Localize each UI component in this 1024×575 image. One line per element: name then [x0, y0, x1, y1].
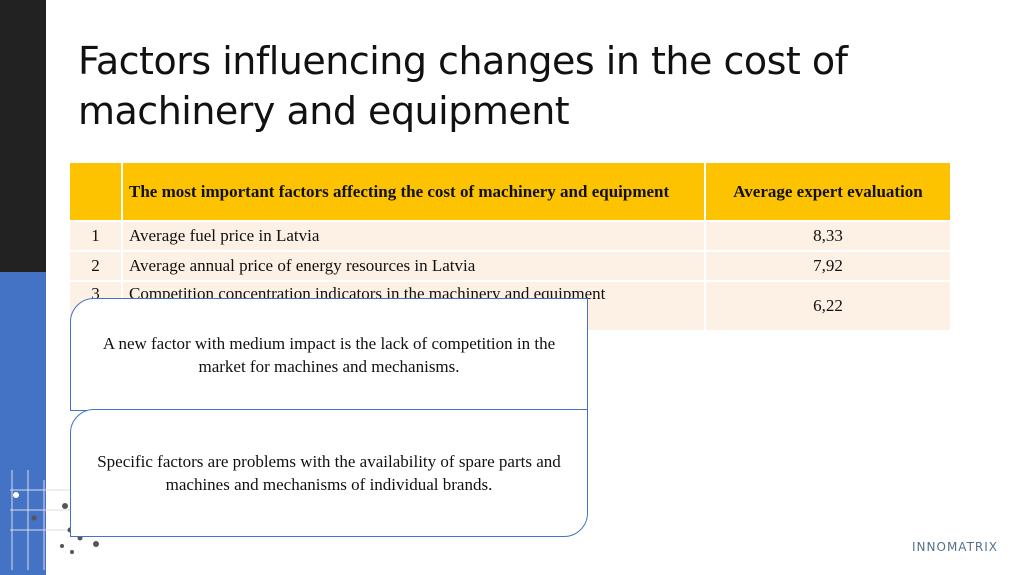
side-bar-dark	[0, 0, 46, 272]
cell: Average annual price of energy resources…	[122, 250, 706, 281]
cell: 6,22	[705, 280, 952, 330]
cell: 7,92	[705, 250, 952, 281]
title: Factors influencing changes in the cost …	[78, 39, 848, 133]
header-row: The most important factors affecting the…	[70, 163, 952, 221]
cell: Average fuel price in Latvia	[122, 220, 706, 251]
cell: 8,33	[705, 220, 952, 251]
callout: Specific factors are problems with the a…	[70, 409, 588, 537]
header-cell: Average expert evaluation	[705, 163, 952, 221]
logo: INNOMATRIX	[912, 540, 998, 554]
row: 2 Average annual price of energy resource…	[70, 250, 952, 281]
header-cell	[70, 163, 123, 221]
cell: 2	[70, 250, 123, 281]
side-bar-blue	[0, 272, 46, 575]
row: 1 Average fuel price in Latvia 8,33	[70, 220, 952, 251]
cell: 1	[70, 220, 123, 251]
callout: A new factor with medium impact is the l…	[70, 298, 588, 411]
header-cell: The most important factors affecting the…	[122, 163, 706, 221]
